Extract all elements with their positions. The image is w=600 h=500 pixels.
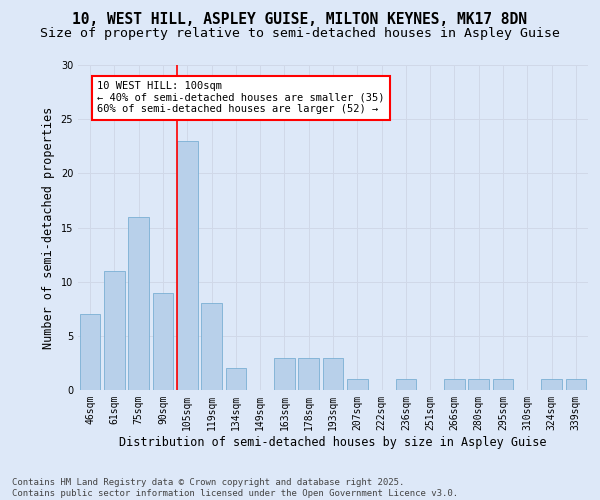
Bar [298, 358, 319, 390]
Text: 10, WEST HILL, ASPLEY GUISE, MILTON KEYNES, MK17 8DN: 10, WEST HILL, ASPLEY GUISE, MILTON KEYN… [73, 12, 527, 28]
Bar [347, 379, 368, 390]
Text: 10 WEST HILL: 100sqm
← 40% of semi-detached houses are smaller (35)
60% of semi-: 10 WEST HILL: 100sqm ← 40% of semi-detac… [97, 81, 385, 114]
Y-axis label: Number of semi-detached properties: Number of semi-detached properties [42, 106, 55, 348]
Bar [541, 379, 562, 390]
Bar [128, 216, 149, 390]
Bar [152, 292, 173, 390]
Bar [493, 379, 514, 390]
Bar [444, 379, 465, 390]
Bar [323, 358, 343, 390]
Bar [177, 141, 197, 390]
Bar [104, 271, 125, 390]
Text: Size of property relative to semi-detached houses in Aspley Guise: Size of property relative to semi-detach… [40, 28, 560, 40]
Bar [274, 358, 295, 390]
Bar [395, 379, 416, 390]
Bar [201, 304, 222, 390]
Bar [566, 379, 586, 390]
Bar [226, 368, 246, 390]
Text: Contains HM Land Registry data © Crown copyright and database right 2025.
Contai: Contains HM Land Registry data © Crown c… [12, 478, 458, 498]
Bar [469, 379, 489, 390]
Bar [80, 314, 100, 390]
X-axis label: Distribution of semi-detached houses by size in Aspley Guise: Distribution of semi-detached houses by … [119, 436, 547, 448]
